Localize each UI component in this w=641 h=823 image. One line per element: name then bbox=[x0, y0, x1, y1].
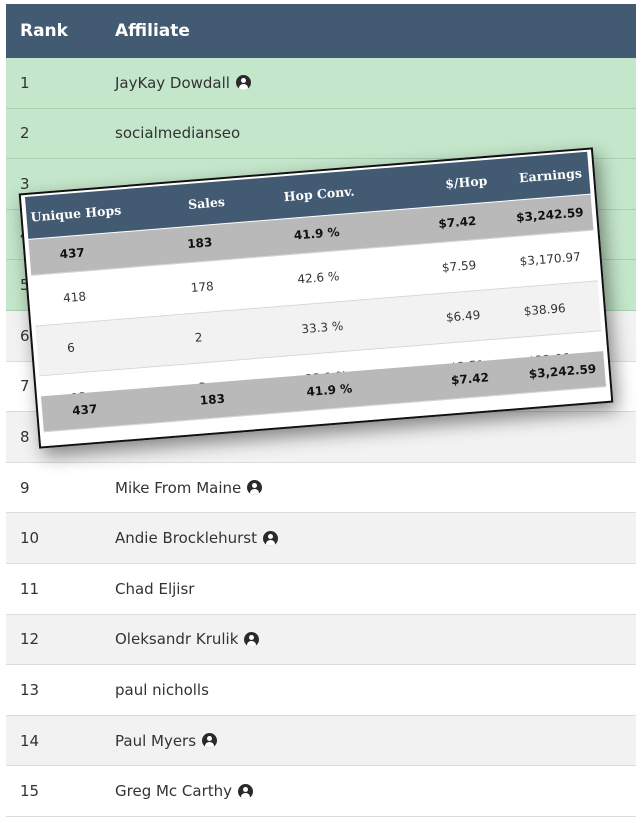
earnings-cell: $3,170.97 bbox=[519, 249, 582, 269]
affiliate-cell: Mike From Maine bbox=[101, 478, 263, 497]
affiliate-stats-card: Unique Hops Sales Hop Conv. $/Hop Earnin… bbox=[18, 147, 614, 449]
affiliate-cell: Oleksandr Krulik bbox=[101, 630, 260, 649]
user-profile-icon[interactable] bbox=[244, 631, 260, 647]
affiliate-column-header: Affiliate bbox=[115, 21, 190, 41]
affiliate-cell: paul nicholls bbox=[101, 681, 209, 699]
leaderboard-row: 11 Chad Eljisr bbox=[6, 563, 636, 615]
leaderboard-row: 15 Greg Mc Carthy bbox=[6, 766, 636, 817]
leaderboard-row: 14 Paul Myers bbox=[6, 715, 636, 767]
earnings-cell: $3,242.59 bbox=[515, 205, 585, 225]
hop-conv-cell: 41.9 % bbox=[293, 224, 341, 243]
per-hop-cell: $6.49 bbox=[445, 307, 481, 325]
unique-hops-header: Unique Hops bbox=[29, 202, 122, 225]
sales-cell: 2 bbox=[194, 330, 203, 345]
affiliate-cell: socialmedianseo bbox=[101, 124, 240, 142]
earnings-header: Earnings bbox=[518, 165, 583, 186]
unique-hops-cell: 437 bbox=[71, 401, 98, 418]
unique-hops-cell: 6 bbox=[66, 340, 76, 356]
affiliate-name[interactable]: Chad Eljisr bbox=[115, 579, 195, 598]
unique-hops-cell: 418 bbox=[62, 289, 87, 306]
affiliate-name[interactable]: Greg Mc Carthy bbox=[115, 782, 233, 801]
user-profile-icon[interactable] bbox=[238, 783, 254, 799]
affiliate-cell: JayKay Dowdall bbox=[101, 74, 251, 92]
rank-cell: 12 bbox=[20, 630, 40, 649]
hop-conv-cell: 42.6 % bbox=[296, 269, 340, 287]
leaderboard-row: 10 Andie Brocklehurst bbox=[6, 513, 636, 564]
rank-cell: 3 bbox=[20, 174, 30, 193]
rank-cell: 7 bbox=[20, 377, 30, 396]
rank-cell: 14 bbox=[20, 731, 40, 750]
affiliate-name[interactable]: socialmedianseo bbox=[115, 124, 241, 143]
leaderboard-header: Rank Affiliate bbox=[6, 4, 636, 58]
sales-cell: 183 bbox=[186, 235, 213, 252]
unique-hops-cell: 437 bbox=[59, 245, 86, 262]
rank-cell: 6 bbox=[20, 326, 30, 345]
per-hop-cell: $7.42 bbox=[450, 370, 490, 388]
user-profile-icon[interactable] bbox=[235, 75, 251, 91]
user-profile-icon[interactable] bbox=[262, 530, 278, 546]
hop-conv-header: Hop Conv. bbox=[283, 183, 356, 205]
rank-cell: 1 bbox=[20, 73, 30, 92]
rank-cell: 10 bbox=[20, 529, 40, 548]
leaderboard-row: 12 Oleksandr Krulik bbox=[6, 614, 636, 666]
rank-cell: 15 bbox=[20, 782, 40, 801]
affiliate-name[interactable]: Andie Brocklehurst bbox=[115, 529, 257, 548]
leaderboard-row: 2 socialmedianseo bbox=[6, 108, 636, 160]
leaderboard-row: 9 Mike From Maine bbox=[6, 462, 636, 514]
leaderboard-row: 13 paul nicholls bbox=[6, 665, 636, 716]
rank-column-header: Rank bbox=[20, 21, 68, 41]
earnings-cell: $3,242.59 bbox=[528, 361, 597, 382]
affiliate-name[interactable]: JayKay Dowdall bbox=[115, 73, 230, 92]
sales-cell: 178 bbox=[190, 279, 215, 295]
affiliate-name[interactable]: Mike From Maine bbox=[115, 478, 242, 497]
hop-conv-cell: 33.3 % bbox=[300, 318, 344, 337]
sales-header: Sales bbox=[187, 194, 226, 212]
affiliate-cell: Paul Myers bbox=[101, 731, 218, 750]
leaderboard-row: 1 JayKay Dowdall bbox=[6, 58, 636, 109]
per-hop-cell: $7.59 bbox=[441, 258, 477, 275]
rank-cell: 8 bbox=[20, 427, 30, 446]
affiliate-cell: Chad Eljisr bbox=[101, 580, 194, 598]
sales-cell: 183 bbox=[199, 391, 226, 408]
rank-cell: 9 bbox=[20, 478, 30, 497]
per-hop-header: $/Hop bbox=[444, 172, 488, 192]
rank-cell: 5 bbox=[20, 276, 30, 295]
user-profile-icon[interactable] bbox=[202, 733, 218, 749]
earnings-cell: $38.96 bbox=[523, 301, 567, 319]
affiliate-name[interactable]: paul nicholls bbox=[115, 680, 209, 699]
affiliate-name[interactable]: Paul Myers bbox=[115, 731, 197, 750]
hop-conv-cell: 41.9 % bbox=[305, 381, 353, 400]
rank-cell: 2 bbox=[20, 124, 30, 143]
affiliate-name[interactable]: Oleksandr Krulik bbox=[115, 630, 239, 649]
rank-cell: 13 bbox=[20, 680, 40, 699]
affiliate-cell: Andie Brocklehurst bbox=[101, 529, 278, 547]
affiliate-cell: Greg Mc Carthy bbox=[101, 782, 254, 801]
user-profile-icon[interactable] bbox=[247, 480, 263, 496]
per-hop-cell: $7.42 bbox=[437, 213, 477, 231]
rank-cell: 11 bbox=[20, 579, 40, 598]
